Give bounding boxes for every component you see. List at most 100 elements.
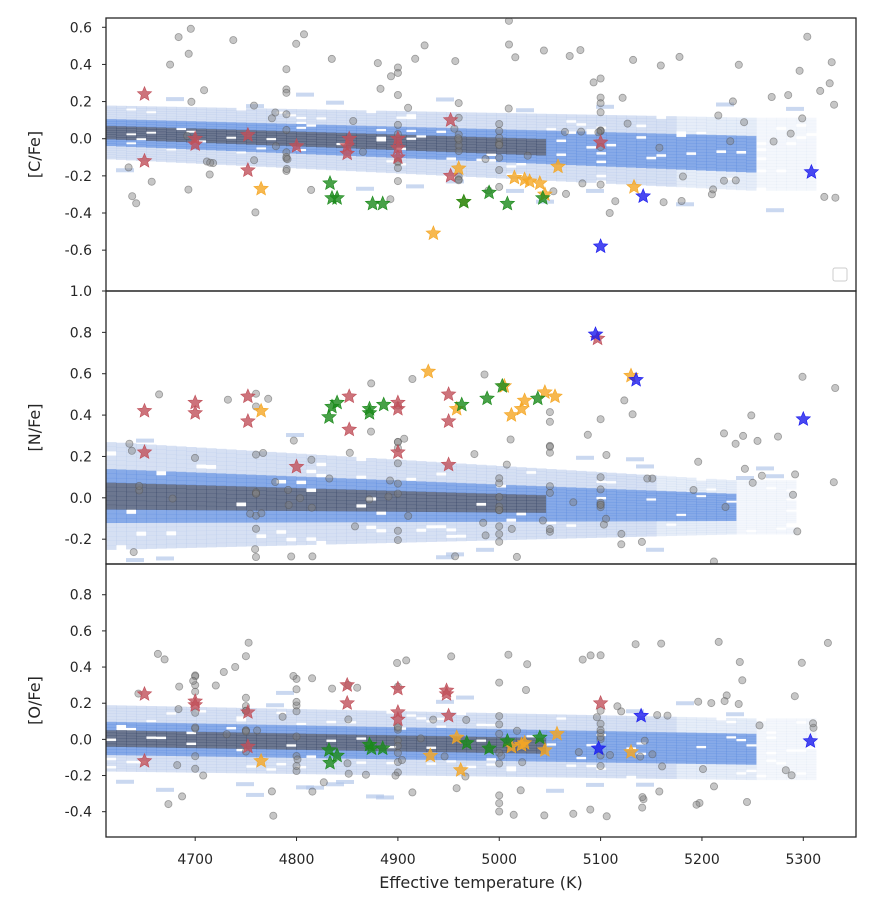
orange-star-marker [516, 392, 533, 408]
background-star [781, 766, 790, 775]
red-star-marker [592, 134, 609, 150]
background-star [740, 118, 749, 127]
y-tick-label: -0.2 [65, 769, 92, 785]
red-star-marker [240, 738, 256, 754]
background-star [655, 143, 664, 152]
background-star [271, 108, 280, 117]
background-star [803, 32, 812, 41]
orange-star-marker [422, 747, 439, 763]
background-star [636, 752, 645, 761]
background-star [462, 715, 471, 724]
background-star [174, 705, 183, 714]
background-star [299, 30, 308, 39]
background-star [659, 198, 668, 207]
background-star [199, 771, 208, 780]
background-star [569, 498, 578, 507]
background-star [739, 431, 748, 440]
orange-star-marker [253, 402, 269, 418]
background-star [562, 189, 571, 198]
background-star [596, 651, 605, 660]
green-star-marker [361, 400, 378, 416]
background-star [518, 758, 527, 767]
green-star-marker [322, 175, 338, 191]
y-tick-label: 0.4 [70, 660, 92, 676]
green-star-marker [458, 734, 475, 750]
background-star [296, 494, 305, 503]
x-tick-label: 5300 [785, 852, 821, 868]
background-star [404, 103, 413, 112]
background-star [755, 721, 764, 730]
blue-star-marker [802, 732, 819, 748]
background-star [231, 663, 240, 672]
background-star [504, 40, 513, 49]
background-star [720, 697, 729, 706]
background-star [408, 374, 417, 383]
red-star-marker [390, 444, 406, 460]
background-star [184, 185, 193, 194]
background-star [748, 478, 757, 487]
background-star [638, 803, 647, 812]
orange-star-marker [547, 388, 563, 404]
background-star [495, 712, 504, 721]
background-star [596, 719, 605, 728]
background-star [153, 649, 162, 658]
background-star [539, 46, 548, 55]
red-star-marker [390, 149, 406, 165]
background-star [358, 147, 367, 156]
background-star [278, 712, 287, 721]
background-star [648, 750, 657, 759]
background-star [253, 726, 262, 735]
background-star [617, 529, 626, 538]
red-star-marker [136, 752, 153, 768]
background-star [495, 120, 504, 129]
background-star [287, 552, 296, 561]
background-star [577, 127, 586, 136]
background-star [790, 692, 799, 701]
panel-carbon: -0.6 -0.4 -0.2 0.0 0.2 0.4 0.6 [C/Fe] [25, 17, 857, 292]
background-star [784, 91, 793, 100]
background-star [191, 764, 200, 773]
background-star [795, 66, 804, 75]
background-star [545, 525, 554, 534]
background-star [127, 446, 136, 455]
background-star [709, 557, 718, 564]
background-star [774, 432, 783, 441]
background-star [400, 434, 409, 443]
background-star [787, 771, 796, 780]
background-star [740, 464, 749, 473]
background-star [174, 33, 183, 42]
red-star-marker [341, 421, 358, 437]
x-tick-label: 5200 [684, 852, 720, 868]
background-star [617, 707, 626, 716]
highlighted-stars-nitrogen [136, 326, 812, 474]
background-star [393, 63, 402, 72]
background-star [282, 110, 291, 119]
background-star [241, 727, 250, 736]
background-star [576, 46, 585, 55]
background-star [495, 729, 504, 738]
background-star [393, 120, 402, 129]
background-star [187, 97, 196, 106]
background-star [191, 681, 200, 690]
background-star [578, 179, 587, 188]
background-star [596, 93, 605, 102]
background-star [545, 442, 554, 451]
background-star [186, 24, 195, 33]
red-star-marker [341, 388, 358, 404]
background-star [606, 751, 615, 760]
background-star [657, 639, 666, 648]
background-star [658, 762, 667, 771]
background-star [282, 65, 291, 74]
y-tick-label: -0.4 [65, 805, 92, 821]
orange-star-marker [531, 175, 548, 191]
background-star [620, 396, 629, 405]
y-tick-label: 0.4 [70, 57, 92, 73]
background-star [640, 736, 649, 745]
background-star [656, 61, 665, 70]
red-star-marker [339, 676, 356, 692]
green-star-marker [494, 377, 511, 393]
background-star [769, 137, 778, 146]
background-star [292, 674, 301, 683]
background-star [689, 485, 698, 494]
orange-star-marker [420, 363, 437, 379]
